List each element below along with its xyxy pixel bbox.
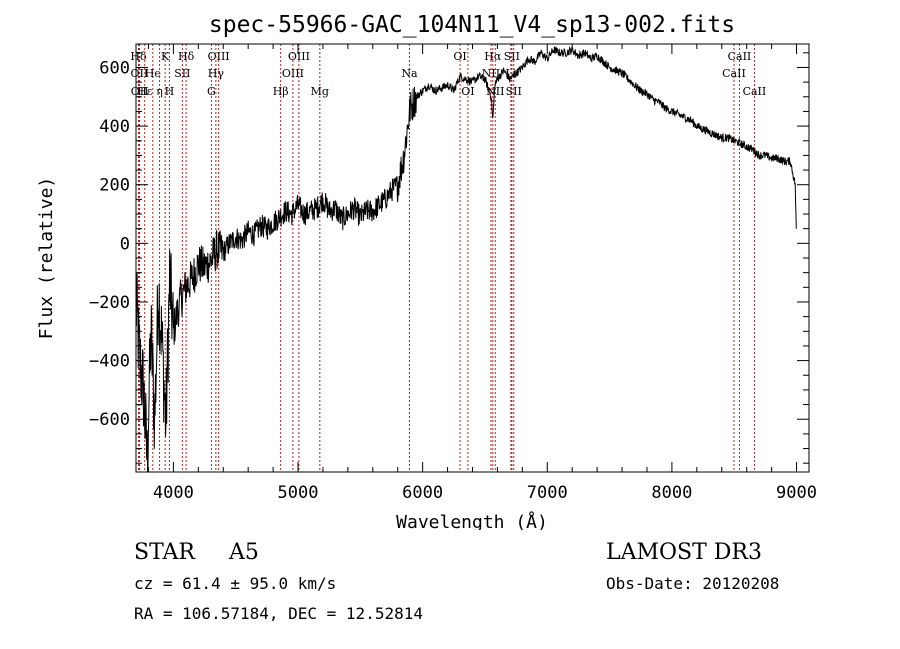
flux-series <box>135 45 797 473</box>
y-tick-label-0: −600 <box>89 410 130 430</box>
y-tick-label-5: 400 <box>99 117 130 137</box>
marker-label-10: OIII <box>208 50 230 63</box>
marker-label-12: G <box>207 85 216 98</box>
sky-coordinates: RA = 106.57184, DEC = 12.52814 <box>134 604 423 623</box>
marker-label-2: OII <box>131 85 149 98</box>
x-tick-label-5: 9000 <box>776 483 817 503</box>
marker-label-13: Hβ <box>273 85 289 98</box>
x-tick-label-1: 5000 <box>278 483 319 503</box>
y-tick-label-1: −400 <box>89 352 130 372</box>
y-axis-label: Flux (relative) <box>36 177 57 340</box>
marker-label-18: OI <box>453 50 466 63</box>
marker-label-14: OIII <box>282 67 304 80</box>
object-class: STAR <box>134 540 195 565</box>
marker-label-6: η <box>156 85 163 98</box>
y-tick-label-4: 200 <box>99 176 130 196</box>
y-axis-ticks: −600 −400 −200 0 200 400 600 <box>89 52 809 464</box>
marker-label-0: Hδ <box>130 50 147 63</box>
marker-label-26: CaII <box>728 50 752 63</box>
survey-name: LAMOST DR3 <box>606 540 762 565</box>
marker-label-22: NII <box>486 85 504 98</box>
y-tick-label-2: −200 <box>89 293 130 313</box>
x-tick-label-2: 6000 <box>402 483 443 503</box>
marker-label-5: K <box>161 50 170 63</box>
marker-label-4: He <box>145 67 161 80</box>
marker-label-17: Na <box>401 67 418 80</box>
marker-label-16: Mg <box>311 85 329 98</box>
marker-label-24: SII <box>506 85 522 98</box>
x-axis-ticks: 4000 5000 6000 7000 8000 9000 <box>147 44 817 503</box>
marker-label-25: Li <box>505 67 516 80</box>
marker-label-20: Hα <box>484 50 502 63</box>
marker-label-19: OI <box>461 85 474 98</box>
marker-label-15: OIII <box>288 50 310 63</box>
x-tick-label-4: 8000 <box>651 483 692 503</box>
y-tick-label-6: 600 <box>99 58 130 78</box>
chart-title: spec-55966-GAC_104N11_V4_sp13-002.fits <box>209 12 735 38</box>
x-tick-label-3: 7000 <box>527 483 568 503</box>
spectrum-chart: spec-55966-GAC_104N11_V4_sp13-002.fits H… <box>36 12 817 530</box>
marker-label-9: Hδ <box>178 50 195 63</box>
object-subclass: A5 <box>229 540 259 565</box>
x-axis-label: Wavelength (Å) <box>396 511 548 530</box>
object-classification: STAR A5 <box>134 540 259 565</box>
x-tick-label-0: 4000 <box>153 483 194 503</box>
observation-date: Obs-Date: 20120208 <box>606 574 780 593</box>
y-tick-label-3: 0 <box>120 234 130 254</box>
marker-label-11: Hγ <box>208 67 225 80</box>
marker-label-7: H <box>165 85 175 98</box>
marker-label-27: CaII <box>722 67 746 80</box>
marker-label-23: SII <box>504 50 520 63</box>
marker-label-28: CaII <box>743 85 767 98</box>
plot-frame <box>135 43 810 473</box>
redshift-velocity: cz = 61.4 ± 95.0 km/s <box>134 574 337 593</box>
marker-label-3: Hε <box>137 85 153 98</box>
marker-label-8: SII <box>174 67 190 80</box>
flux-line <box>135 45 797 473</box>
